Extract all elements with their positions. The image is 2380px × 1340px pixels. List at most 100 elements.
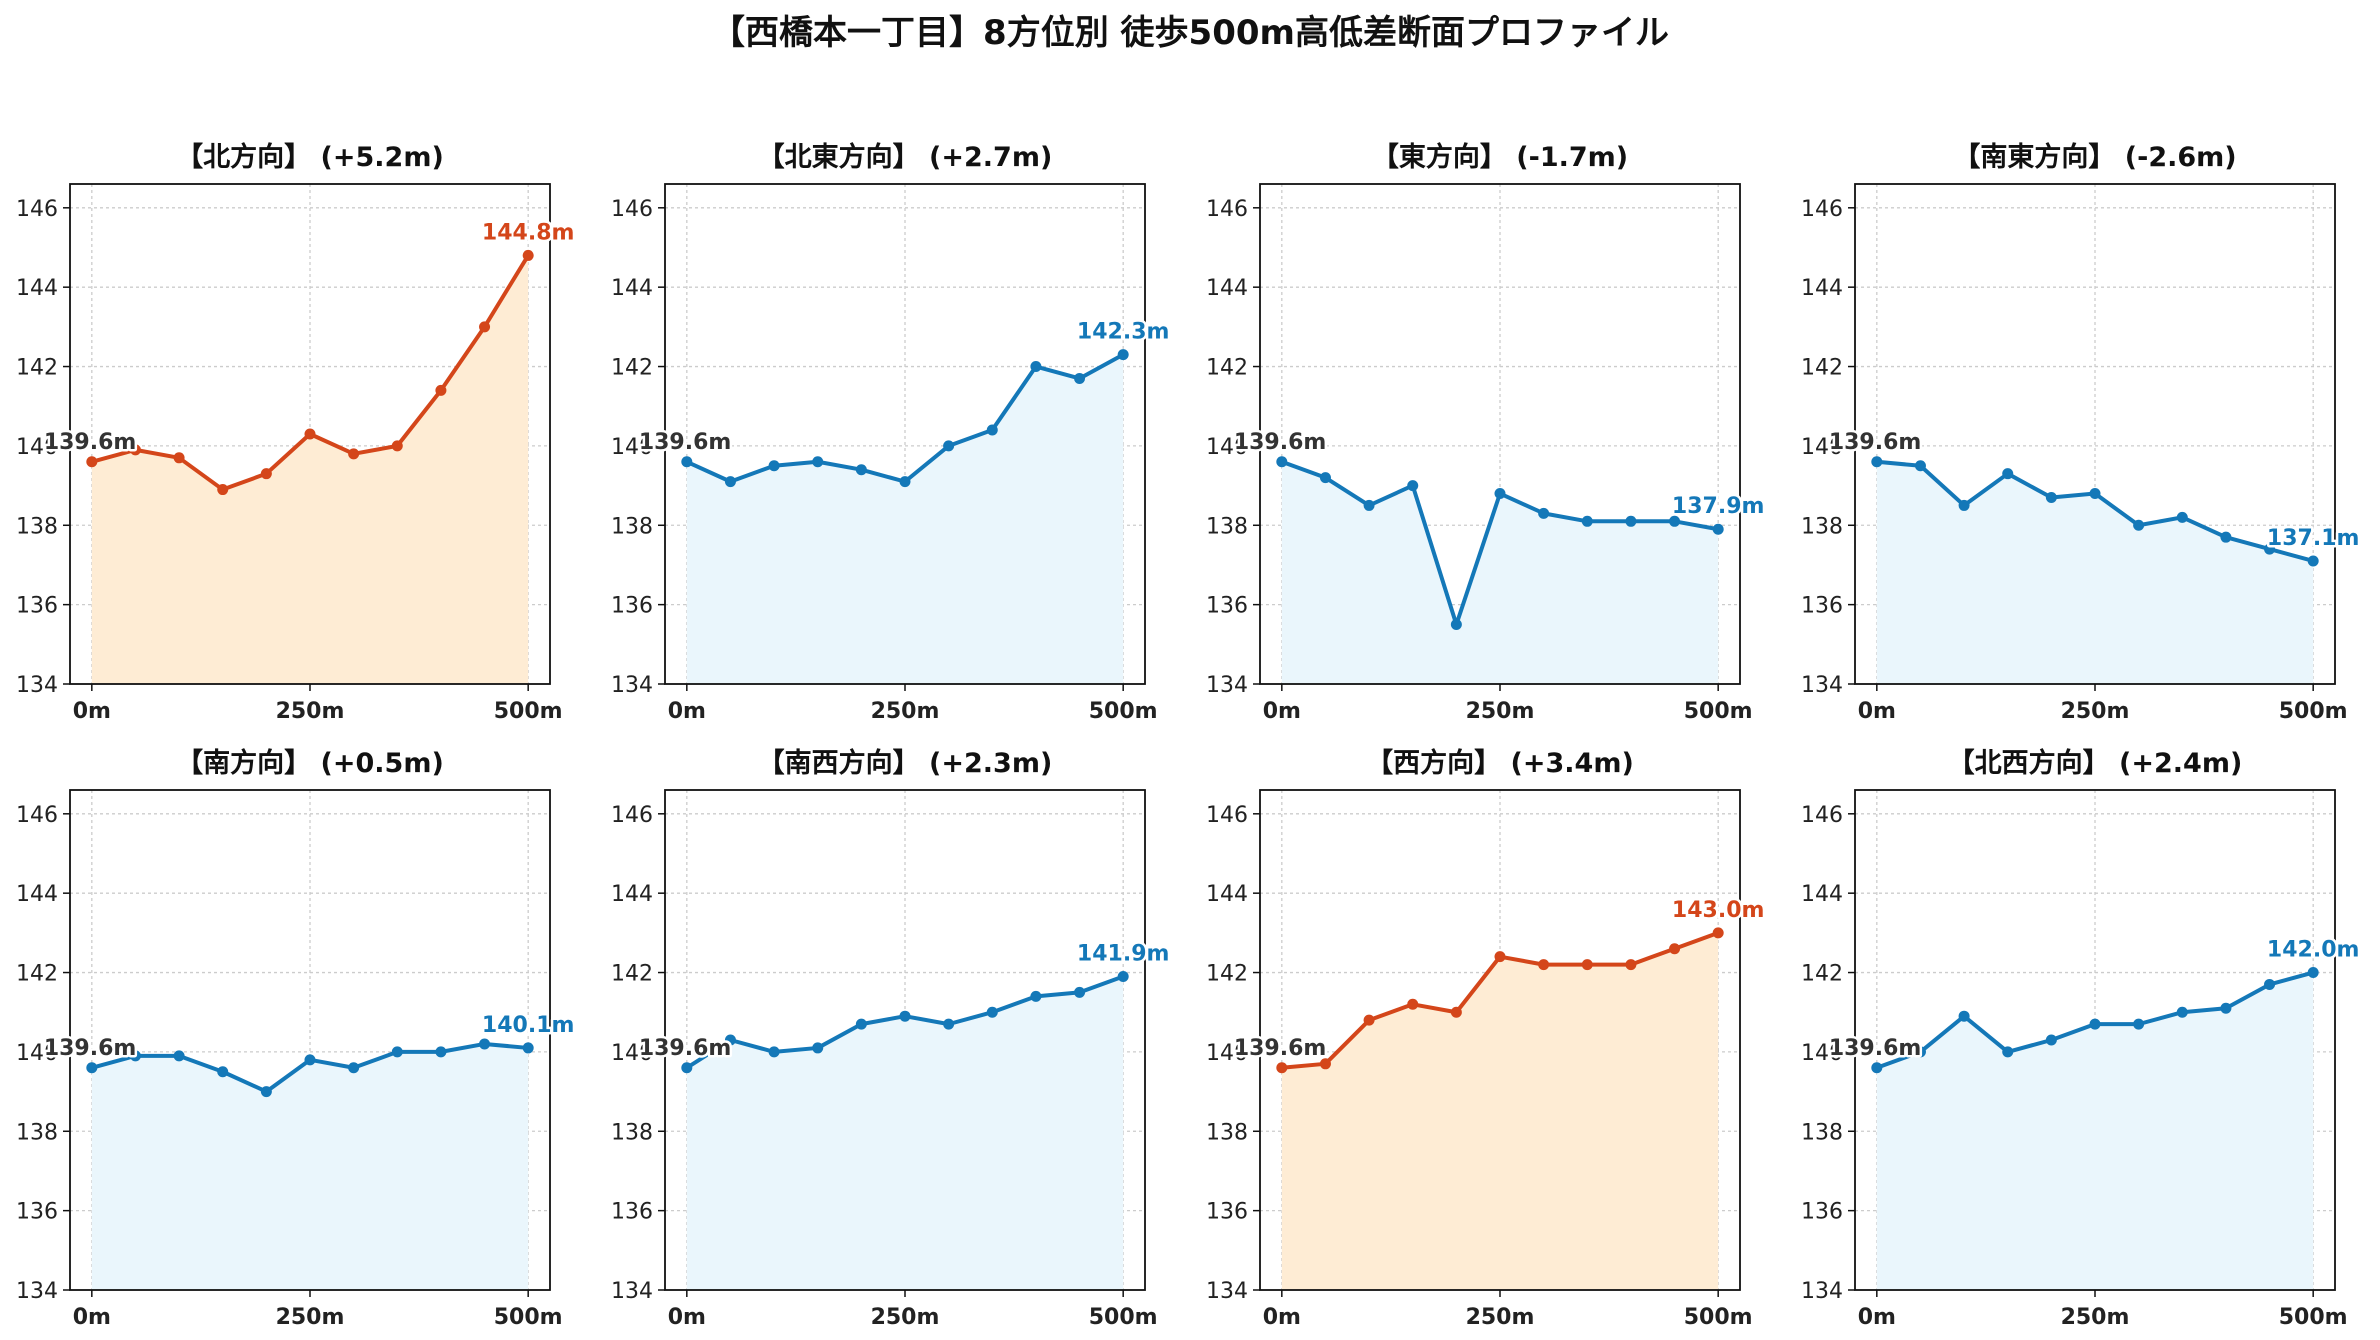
data-point bbox=[304, 1054, 316, 1066]
y-tick-label: 136 bbox=[1206, 1200, 1248, 1225]
start-label: 139.6m bbox=[44, 1036, 137, 1061]
chart-title: 【北東方向】 (+2.7m) bbox=[758, 141, 1053, 173]
data-point bbox=[986, 424, 998, 436]
y-tick-label: 144 bbox=[1801, 276, 1843, 301]
data-point bbox=[217, 484, 229, 496]
y-tick-label: 140 bbox=[1206, 435, 1248, 460]
y-tick-label: 138 bbox=[1206, 514, 1248, 539]
data-point bbox=[2176, 1006, 2188, 1018]
data-point bbox=[1494, 488, 1506, 500]
y-tick-label: 140 bbox=[1801, 435, 1843, 460]
area-fill bbox=[1876, 972, 2314, 1290]
area-fill bbox=[91, 1043, 529, 1290]
y-tick-label: 140 bbox=[16, 1041, 58, 1066]
data-point bbox=[1914, 1046, 1926, 1058]
y-tick-label: 146 bbox=[16, 197, 58, 222]
y-tick-label: 142 bbox=[16, 356, 58, 381]
data-point bbox=[1494, 951, 1506, 963]
chart-title: 【北西方向】 (+2.4m) bbox=[1948, 747, 2243, 779]
area-fill bbox=[1876, 461, 2314, 684]
y-tick-label: 146 bbox=[1801, 197, 1843, 222]
y-tick-label: 142 bbox=[16, 962, 58, 987]
start-label: 139.6m bbox=[1234, 430, 1327, 455]
data-point bbox=[2045, 491, 2057, 503]
data-point bbox=[391, 1046, 403, 1058]
data-point bbox=[812, 1042, 824, 1054]
data-point bbox=[2307, 967, 2319, 979]
end-label: 137.9m bbox=[1672, 494, 1765, 519]
y-tick-label: 136 bbox=[16, 594, 58, 619]
y-tick-label: 138 bbox=[16, 514, 58, 539]
data-point bbox=[479, 1038, 491, 1050]
data-point bbox=[986, 1006, 998, 1018]
data-point bbox=[1625, 515, 1637, 527]
data-point bbox=[1407, 998, 1419, 1010]
data-point bbox=[2176, 511, 2188, 523]
y-tick-label: 144 bbox=[16, 882, 58, 907]
data-point bbox=[1958, 499, 1970, 511]
data-point bbox=[1669, 943, 1681, 955]
data-point bbox=[217, 1066, 229, 1078]
chart-grid: 【北方向】 (+5.2m) 134 136 138 140 142 144 146 0m 250m… bbox=[16, 141, 2362, 1330]
area-fill bbox=[686, 976, 1124, 1290]
data-point bbox=[1538, 959, 1550, 971]
x-tick-label: 250m bbox=[871, 1305, 940, 1330]
data-point bbox=[2089, 1018, 2101, 1030]
y-tick-label: 136 bbox=[1206, 594, 1248, 619]
data-point bbox=[129, 444, 141, 456]
data-point bbox=[1363, 499, 1375, 511]
chart-title: 【南東方向】 (-2.6m) bbox=[1953, 141, 2236, 173]
x-tick-label: 0m bbox=[668, 1305, 706, 1330]
x-tick-label: 500m bbox=[2279, 1305, 2348, 1330]
data-point bbox=[1117, 349, 1129, 361]
data-point bbox=[768, 1046, 780, 1058]
chart-panel-3: 【東方向】 (-1.7m) 134 136 138 140 142 144 146 0m 250m… bbox=[1206, 141, 1767, 724]
x-tick-label: 250m bbox=[2061, 1305, 2130, 1330]
data-point bbox=[899, 1010, 911, 1022]
data-point bbox=[1074, 986, 1086, 998]
y-tick-label: 146 bbox=[16, 803, 58, 828]
y-tick-label: 138 bbox=[1801, 1120, 1843, 1145]
data-point bbox=[1117, 971, 1129, 983]
x-tick-label: 250m bbox=[276, 1305, 345, 1330]
area-fill bbox=[1281, 461, 1719, 684]
x-tick-label: 0m bbox=[1858, 1305, 1896, 1330]
figure-title: 【西橋本一丁目】8方位別 徒歩500m高低差断面プロファイル bbox=[711, 13, 1669, 53]
x-tick-label: 250m bbox=[276, 699, 345, 724]
data-point bbox=[1581, 515, 1593, 527]
chart-panel-2: 【北東方向】 (+2.7m) 134 136 138 140 142 144 146 0m 250… bbox=[611, 141, 1172, 724]
data-point bbox=[1276, 1062, 1288, 1074]
x-tick-label: 0m bbox=[1263, 699, 1301, 724]
data-point bbox=[435, 1046, 447, 1058]
end-label: 143.0m bbox=[1672, 898, 1765, 923]
start-label: 139.6m bbox=[1829, 1036, 1922, 1061]
data-point bbox=[855, 1018, 867, 1030]
y-tick-label: 142 bbox=[1206, 962, 1248, 987]
data-point bbox=[724, 1034, 736, 1046]
data-point bbox=[855, 464, 867, 476]
area-fill bbox=[91, 255, 529, 684]
y-tick-label: 138 bbox=[1801, 514, 1843, 539]
chart-panel-8: 【北西方向】 (+2.4m) 134 136 138 140 142 144 146 0m 250… bbox=[1801, 747, 2362, 1330]
data-point bbox=[479, 321, 491, 333]
data-point bbox=[522, 249, 534, 261]
data-point bbox=[2220, 1002, 2232, 1014]
data-point bbox=[522, 1042, 534, 1054]
x-tick-label: 500m bbox=[1089, 699, 1158, 724]
x-tick-label: 0m bbox=[73, 699, 111, 724]
x-tick-label: 500m bbox=[2279, 699, 2348, 724]
data-point bbox=[1538, 507, 1550, 519]
x-tick-label: 0m bbox=[1858, 699, 1896, 724]
y-tick-label: 144 bbox=[1206, 882, 1248, 907]
data-point bbox=[2264, 978, 2276, 990]
y-tick-label: 134 bbox=[16, 673, 58, 698]
data-point bbox=[1625, 959, 1637, 971]
y-tick-label: 140 bbox=[611, 1041, 653, 1066]
data-point bbox=[2220, 531, 2232, 543]
area-fill bbox=[686, 354, 1124, 684]
data-point bbox=[1319, 472, 1331, 484]
data-point bbox=[2002, 1046, 2014, 1058]
y-tick-label: 140 bbox=[1801, 1041, 1843, 1066]
y-tick-label: 138 bbox=[611, 514, 653, 539]
data-point bbox=[1581, 959, 1593, 971]
